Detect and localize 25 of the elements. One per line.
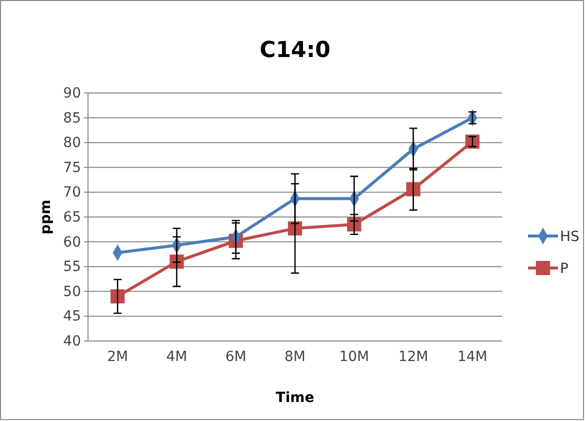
- legend-label: HS: [560, 229, 580, 245]
- y-tick-label: 50: [63, 284, 81, 300]
- point: [465, 134, 480, 149]
- y-axis-title: ppm: [38, 200, 54, 234]
- y-tick-label: 75: [63, 160, 81, 176]
- x-axis-title: Time: [276, 390, 314, 406]
- x-tick-label: 4M: [166, 348, 188, 365]
- x-tick-label: 2M: [107, 348, 128, 365]
- x-tick-label: 10M: [339, 348, 370, 365]
- x-tick-label: 8M: [284, 348, 306, 365]
- y-tick-label: 85: [63, 110, 81, 126]
- point: [110, 289, 125, 304]
- y-tick-label: 80: [63, 135, 81, 152]
- y-tick-label: 65: [63, 209, 81, 226]
- y-tick-label: 40: [63, 333, 81, 350]
- x-tick-label: 6M: [225, 348, 246, 365]
- x-tick-label: 14M: [457, 348, 488, 365]
- y-tick-label: 55: [63, 259, 81, 276]
- y-tick-label: 60: [63, 234, 81, 250]
- y-tick-label: 70: [63, 184, 81, 201]
- x-tick-label: 12M: [398, 348, 428, 365]
- chart-title: C14:0: [260, 38, 330, 63]
- y-tick-label: 45: [63, 308, 81, 325]
- y-tick-label: 90: [63, 85, 81, 102]
- legend-label: P: [560, 261, 568, 277]
